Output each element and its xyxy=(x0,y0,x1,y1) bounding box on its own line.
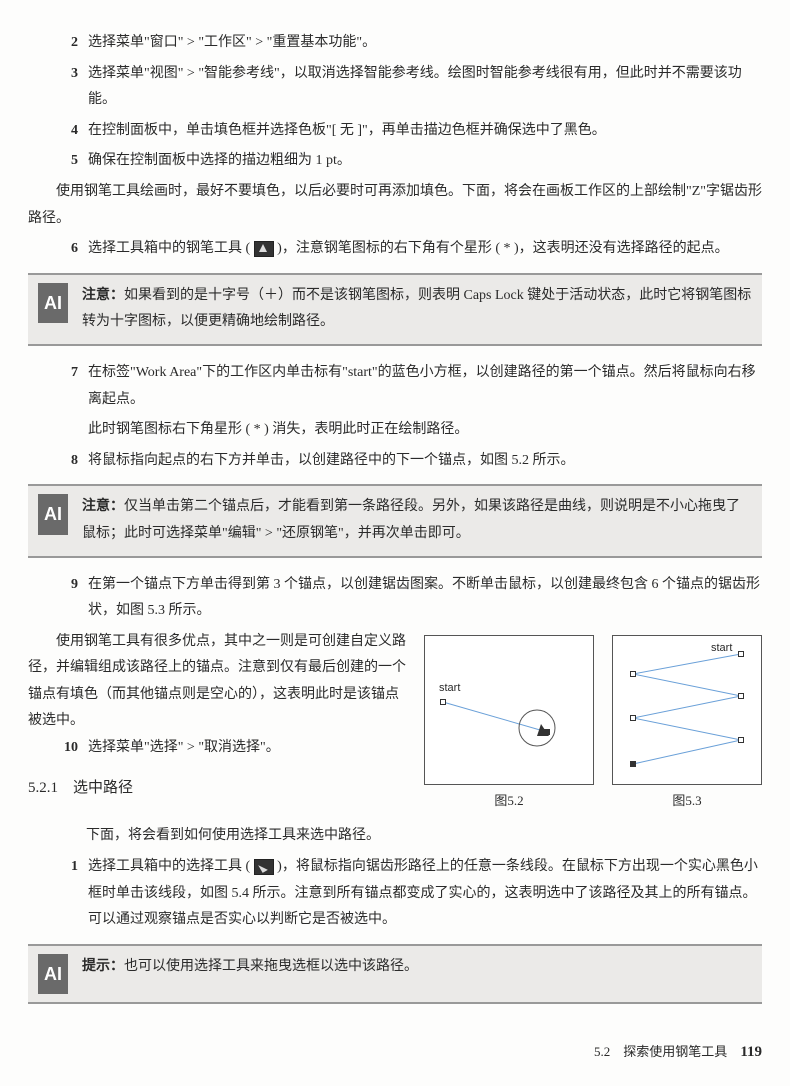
step-text: 选择菜单"窗口" > "工作区" > "重置基本功能"。 xyxy=(88,30,762,57)
selection-tool-icon xyxy=(254,859,274,875)
text-before: 选择工具箱中的选择工具 ( xyxy=(88,859,254,874)
paragraph-select-intro: 下面，将会看到如何使用选择工具来选中路径。 xyxy=(58,823,762,850)
figure-5-3: start 图5.3 xyxy=(612,635,762,814)
step-num: 2 xyxy=(58,30,88,57)
step-num: 5 xyxy=(58,148,88,175)
note-body: 如果看到的是十字号（＋）而不是该钢笔图标，则表明 Caps Lock 键处于活动… xyxy=(82,288,751,330)
page-footer: 5.2 探索使用钢笔工具 119 xyxy=(28,1038,762,1067)
note-body: 仅当单击第二个锚点后，才能看到第一条路径段。另外，如果该路径是曲线，则说明是不小… xyxy=(82,499,740,541)
figure-5-3-canvas: start xyxy=(612,635,762,785)
step-text: 选择菜单"视图" > "智能参考线"，以取消选择智能参考线。绘图时智能参考线很有… xyxy=(88,61,762,114)
step-text: 选择菜单"选择" > "取消选择"。 xyxy=(88,735,410,762)
step-num: 3 xyxy=(58,61,88,114)
step-2: 2 选择菜单"窗口" > "工作区" > "重置基本功能"。 xyxy=(28,30,762,57)
step-9: 9 在第一个锚点下方单击得到第 3 个锚点，以创建锯齿图案。不断单击鼠标，以创建… xyxy=(28,572,762,625)
step-4: 4 在控制面板中，单击填色框并选择色板"[ 无 ]"，再单击描边色框并确保选中了… xyxy=(28,118,762,145)
note-text: 注意：如果看到的是十字号（＋）而不是该钢笔图标，则表明 Caps Lock 键处… xyxy=(82,283,752,336)
step-text: 将鼠标指向起点的右下方并单击，以创建路径中的下一个锚点，如图 5.2 所示。 xyxy=(88,448,762,475)
figure-5-2: start 图5.2 xyxy=(424,635,594,814)
note-lead: 注意： xyxy=(82,288,124,303)
anchor-pt xyxy=(738,693,744,699)
figure-caption: 图5.3 xyxy=(612,789,762,814)
step-10: 10 选择菜单"选择" > "取消选择"。 xyxy=(28,735,410,762)
text-after: )，注意钢笔图标的右下角有个星形 ( * )，这表明还没有选择路径的起点。 xyxy=(274,241,729,256)
paragraph-star-gone: 此时钢笔图标右下角星形 ( * ) 消失，表明此时正在绘制路径。 xyxy=(88,417,762,444)
step-num: 1 xyxy=(58,854,88,934)
note-box-3: AI 提示：也可以使用选择工具来拖曳选框以选中该路径。 xyxy=(28,944,762,1004)
anchor-pt-filled xyxy=(630,761,636,767)
ai-badge: AI xyxy=(38,954,68,994)
step-6: 6 选择工具箱中的钢笔工具 ( )，注意钢笔图标的右下角有个星形 ( * )，这… xyxy=(28,236,762,263)
step-text: 在第一个锚点下方单击得到第 3 个锚点，以创建锯齿图案。不断单击鼠标，以创建最终… xyxy=(88,572,762,625)
figure-caption: 图5.2 xyxy=(424,789,594,814)
section-number: 5.2.1 xyxy=(28,780,58,796)
step-text: 在标签"Work Area"下的工作区内单击标有"start"的蓝色小方框，以创… xyxy=(88,360,762,413)
ai-badge: AI xyxy=(38,494,68,534)
anchor-pt xyxy=(630,715,636,721)
step-num: 10 xyxy=(58,735,88,762)
anchor-pt xyxy=(738,737,744,743)
step-8: 8 将鼠标指向起点的右下方并单击，以创建路径中的下一个锚点，如图 5.2 所示。 xyxy=(28,448,762,475)
note-lead: 注意： xyxy=(82,499,124,514)
page-number: 119 xyxy=(740,1044,762,1060)
figure-5-2-canvas: start xyxy=(424,635,594,785)
step-num: 4 xyxy=(58,118,88,145)
step-num: 9 xyxy=(58,572,88,625)
fig52-lines xyxy=(425,636,595,786)
note-lead: 提示： xyxy=(82,959,124,974)
note-body: 也可以使用选择工具来拖曳选框以选中该路径。 xyxy=(124,959,418,974)
anchor-pt xyxy=(738,651,744,657)
step-5: 5 确保在控制面板中选择的描边粗细为 1 pt。 xyxy=(28,148,762,175)
anchor-pt xyxy=(630,671,636,677)
step-7: 7 在标签"Work Area"下的工作区内单击标有"start"的蓝色小方框，… xyxy=(28,360,762,413)
section-title: 选中路径 xyxy=(73,779,133,796)
step-b1: 1 选择工具箱中的选择工具 ( )，将鼠标指向锯齿形路径上的任意一条线段。在鼠标… xyxy=(28,854,762,934)
note-box-1: AI 注意：如果看到的是十字号（＋）而不是该钢笔图标，则表明 Caps Lock… xyxy=(28,273,762,346)
step-3: 3 选择菜单"视图" > "智能参考线"，以取消选择智能参考线。绘图时智能参考线… xyxy=(28,61,762,114)
step-num: 6 xyxy=(58,236,88,263)
step-text: 选择工具箱中的钢笔工具 ( )，注意钢笔图标的右下角有个星形 ( * )，这表明… xyxy=(88,236,762,263)
paragraph-pen-intro: 使用钢笔工具绘画时，最好不要填色，以后必要时可再添加填色。下面，将会在画板工作区… xyxy=(28,179,762,232)
note-box-2: AI 注意：仅当单击第二个锚点后，才能看到第一条路径段。另外，如果该路径是曲线，… xyxy=(28,484,762,557)
anchor-pt xyxy=(440,699,446,705)
ai-badge: AI xyxy=(38,283,68,323)
note-text: 注意：仅当单击第二个锚点后，才能看到第一条路径段。另外，如果该路径是曲线，则说明… xyxy=(82,494,752,547)
figures-row: start 图5.2 start xyxy=(424,635,762,814)
step-text: 选择工具箱中的选择工具 ( )，将鼠标指向锯齿形路径上的任意一条线段。在鼠标下方… xyxy=(88,854,762,934)
text-before: 选择工具箱中的钢笔工具 ( xyxy=(88,241,254,256)
pen-tool-icon xyxy=(254,241,274,257)
step-text: 确保在控制面板中选择的描边粗细为 1 pt。 xyxy=(88,148,762,175)
note-text: 提示：也可以使用选择工具来拖曳选框以选中该路径。 xyxy=(82,954,752,981)
step-text: 在控制面板中，单击填色框并选择色板"[ 无 ]"，再单击描边色框并确保选中了黑色… xyxy=(88,118,762,145)
step-num: 7 xyxy=(58,360,88,413)
anchor-pt-filled xyxy=(544,729,550,735)
footer-section: 5.2 探索使用钢笔工具 xyxy=(594,1044,727,1059)
step-num: 8 xyxy=(58,448,88,475)
